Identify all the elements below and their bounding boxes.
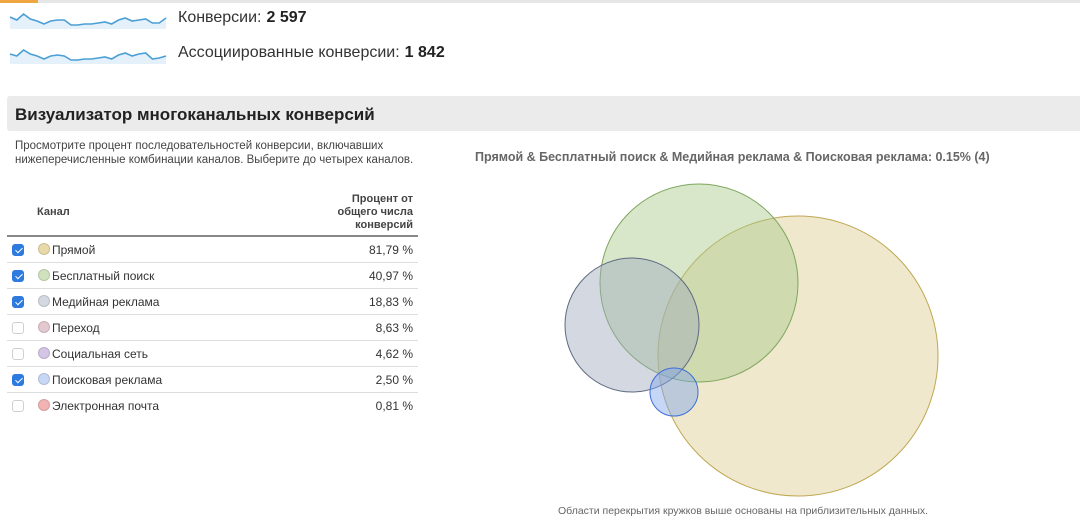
channel-name: Бесплатный поиск: [52, 269, 155, 283]
section-header: Визуализатор многоканальных конверсий: [7, 96, 1080, 131]
channel-name: Поисковая реклама: [52, 373, 163, 387]
channel-color-dot: [38, 321, 50, 333]
channel-name: Прямой: [52, 243, 96, 257]
top-tab-strip: [0, 0, 1080, 3]
table-row-social[interactable]: Социальная сеть 4,62 %: [7, 341, 418, 367]
channel-percent: 0,81 %: [375, 399, 413, 413]
checkbox-paid-search[interactable]: [12, 374, 24, 386]
table-row-email[interactable]: Электронная почта 0,81 %: [7, 393, 418, 419]
venn-selection-summary: Прямой & Бесплатный поиск & Медийная рек…: [475, 150, 990, 164]
venn-circle-paid-search[interactable]: [649, 367, 699, 417]
metric-assisted-conversions: Ассоциированные конверсии: 1 842: [8, 42, 445, 64]
venn-circle-direct[interactable]: [657, 215, 939, 497]
channel-percent: 4,62 %: [375, 347, 413, 361]
channel-percent: 2,50 %: [375, 373, 413, 387]
section-title: Визуализатор многоканальных конверсий: [15, 105, 375, 124]
channel-color-dot: [38, 269, 50, 281]
checkbox-organic-search[interactable]: [12, 270, 24, 282]
channel-percent: 81,79 %: [368, 243, 413, 257]
metric-label: Ассоциированные конверсии:: [178, 44, 400, 61]
venn-circle-display[interactable]: [564, 257, 700, 393]
section-description: Просмотрите процент последовательностей …: [15, 140, 414, 166]
sparkline-conversions: [9, 12, 167, 29]
channel-percent: 40,97 %: [368, 269, 413, 283]
channel-percent: 8,63 %: [375, 321, 413, 335]
checkbox-social[interactable]: [12, 348, 24, 360]
venn-circle-organic-search[interactable]: [599, 183, 799, 383]
table-row-display[interactable]: Медийная реклама 18,83 %: [7, 289, 418, 315]
channel-percent: 18,83 %: [368, 295, 413, 309]
active-tab-indicator: [0, 0, 38, 3]
sparkline-assisted-conversions: [9, 49, 167, 64]
column-header-channel[interactable]: Канал: [37, 206, 70, 218]
checkbox-email[interactable]: [12, 400, 24, 412]
sparkline-line: [9, 12, 167, 26]
metric-value: 2 597: [266, 9, 307, 26]
channel-name: Социальная сеть: [52, 347, 148, 361]
channel-name: Переход: [52, 321, 100, 335]
table-row-referral[interactable]: Переход 8,63 %: [7, 315, 418, 341]
sparkline-area: [10, 14, 166, 29]
channel-color-dot: [38, 347, 50, 359]
channel-color-dot: [38, 399, 50, 411]
checkbox-display[interactable]: [12, 296, 24, 308]
metric-label: Конверсии:: [178, 9, 262, 26]
checkbox-direct[interactable]: [12, 244, 24, 256]
channel-color-dot: [38, 295, 50, 307]
sparkline-line: [9, 49, 167, 61]
venn-footnote: Области перекрытия кружков выше основаны…: [558, 505, 929, 517]
column-header-percent[interactable]: Процент от общего числа конверсий: [337, 193, 414, 231]
metric-conversions: Конверсии: 2 597: [8, 7, 307, 29]
metric-value: 1 842: [404, 44, 445, 61]
table-row-paid-search[interactable]: Поисковая реклама 2,50 %: [7, 367, 418, 393]
table-body: Прямой 81,79 % Бесплатный поиск 40,97 % …: [7, 237, 418, 419]
table-row-organic-search[interactable]: Бесплатный поиск 40,97 %: [7, 263, 418, 289]
channel-name: Электронная почта: [52, 399, 160, 413]
table-row-direct[interactable]: Прямой 81,79 %: [7, 237, 418, 263]
checkbox-referral[interactable]: [12, 322, 24, 334]
channel-color-dot: [38, 243, 50, 255]
sparkline-area: [10, 50, 166, 64]
channel-name: Медийная реклама: [52, 295, 160, 309]
channel-table: Канал Процент от общего числа конверсий …: [7, 192, 418, 419]
table-header: Канал Процент от общего числа конверсий: [7, 192, 418, 237]
channel-color-dot: [38, 373, 50, 385]
